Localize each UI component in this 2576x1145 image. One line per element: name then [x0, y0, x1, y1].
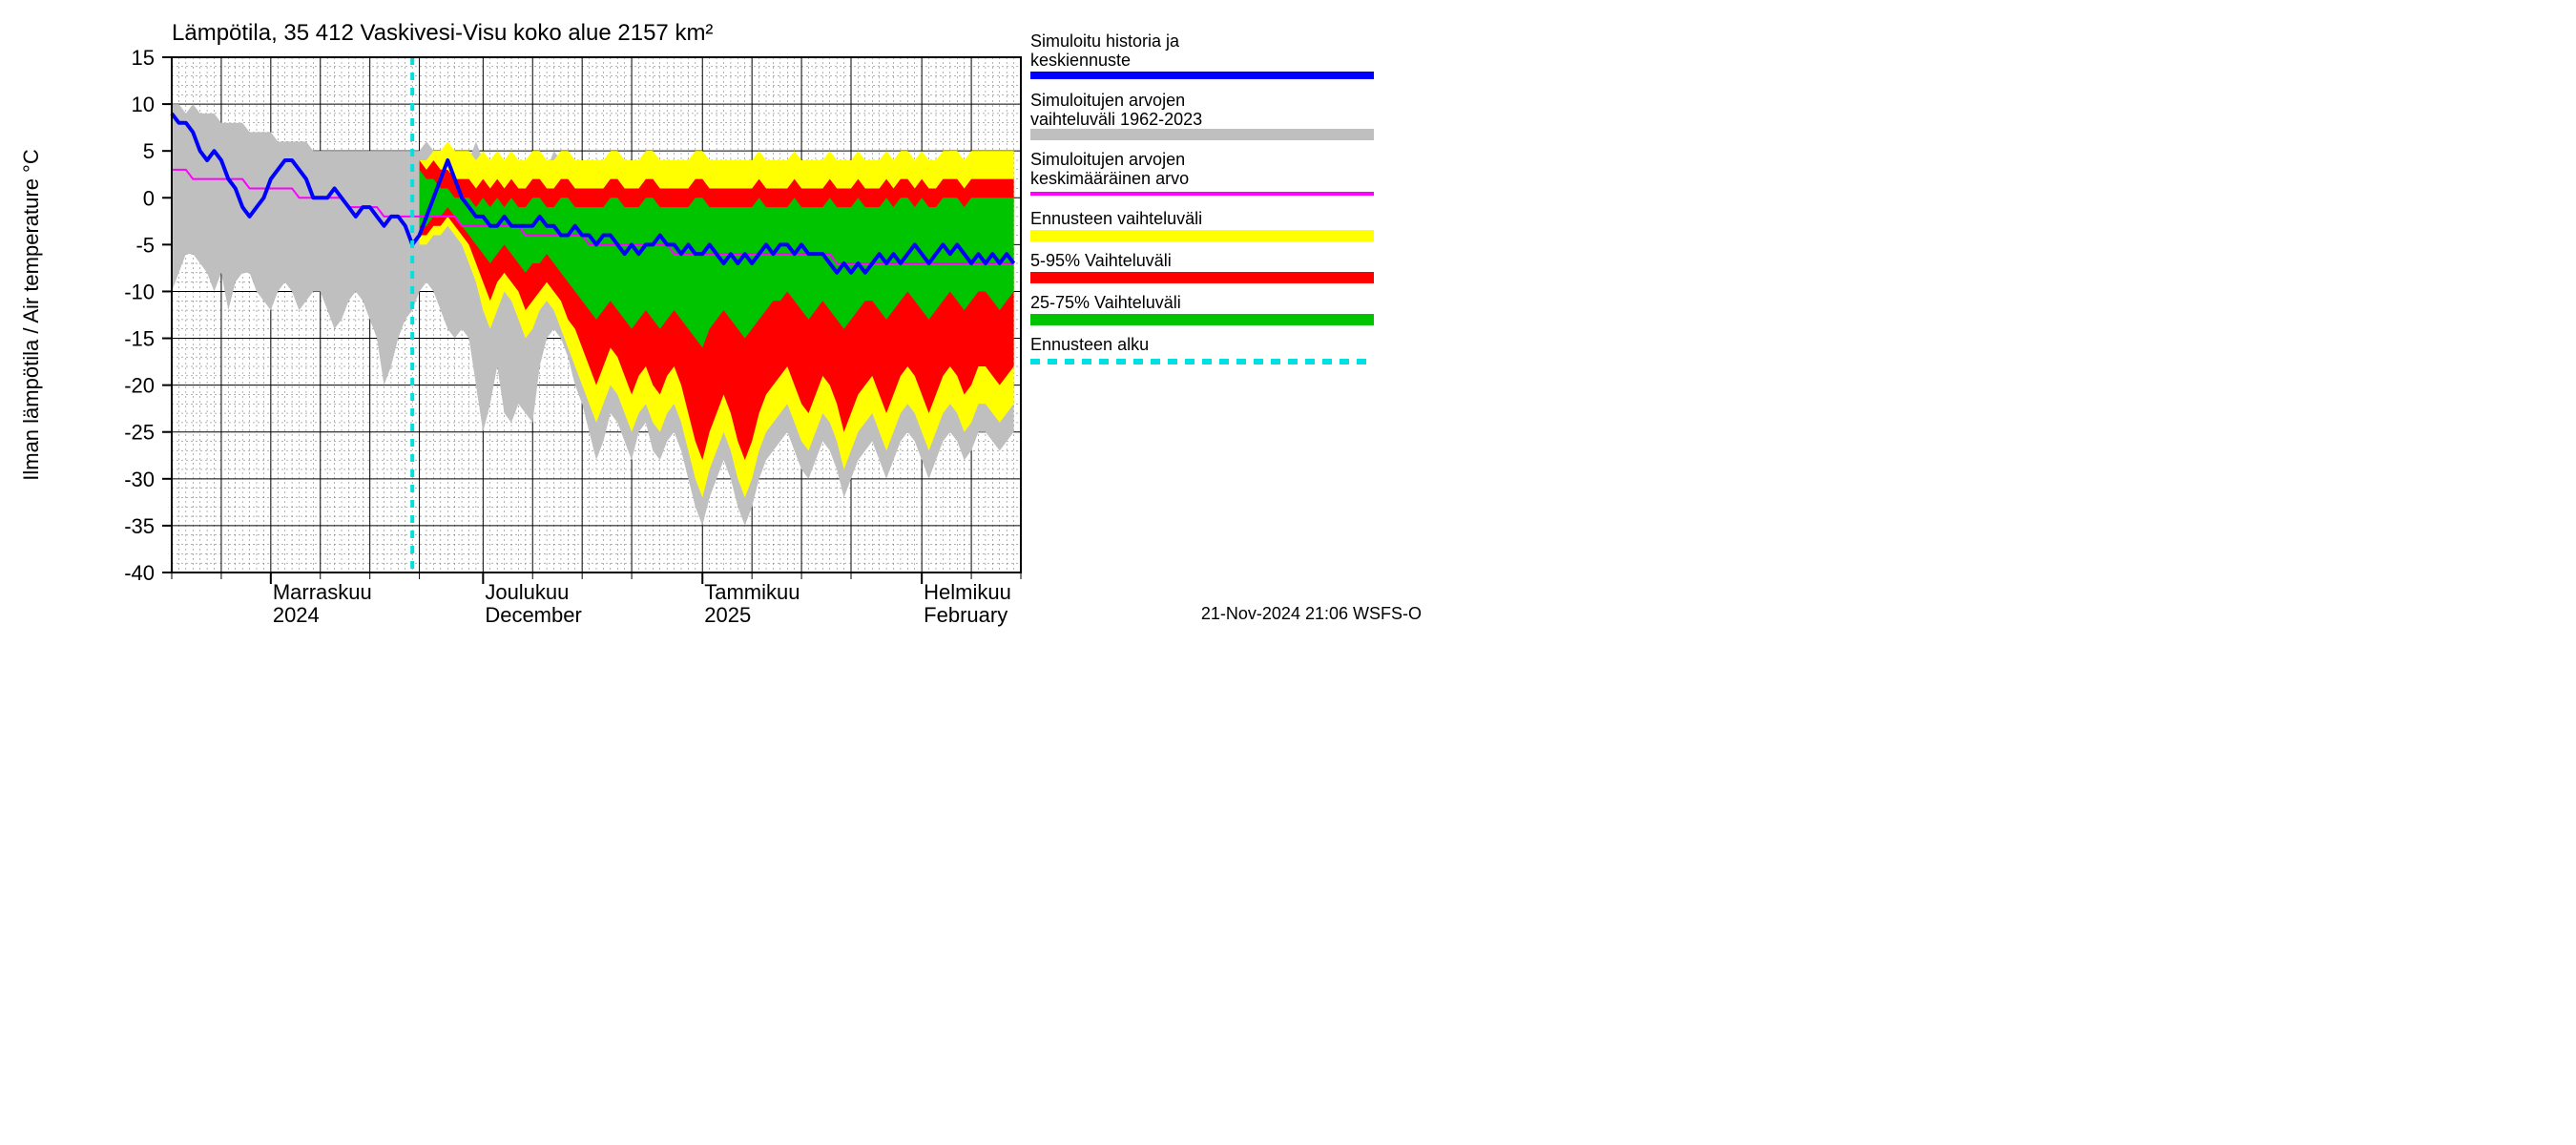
legend-swatch: [1030, 129, 1374, 140]
chart-title: Lämpötila, 35 412 Vaskivesi-Visu koko al…: [172, 20, 713, 46]
chart-svg: 15 10 5 0 -5 -10 -15 -20 -25 -30 -35 -40 Ilman lämpö…: [0, 0, 1431, 636]
footer-text: 21-Nov-2024 21:06 WSFS-O: [1201, 604, 1422, 623]
y-tick-label: 5: [143, 139, 155, 163]
legend-label: keskiennuste: [1030, 51, 1131, 70]
x-month-label: Joulukuu: [485, 580, 569, 604]
x-month-label: Marraskuu: [273, 580, 372, 604]
x-month-label2: February: [924, 603, 1008, 627]
y-tick-label: 15: [132, 46, 155, 70]
legend-label: Ennusteen vaihteluväli: [1030, 209, 1202, 228]
legend-label: 5-95% Vaihteluväli: [1030, 251, 1172, 270]
legend-label: keskimääräinen arvo: [1030, 169, 1189, 188]
legend-label: Simuloitujen arvojen: [1030, 150, 1185, 169]
y-tick-label: -15: [124, 327, 155, 351]
legend-label: Simuloitujen arvojen: [1030, 91, 1185, 110]
y-tick-label: -30: [124, 468, 155, 491]
x-month-label2: December: [485, 603, 581, 627]
y-tick-label: -40: [124, 561, 155, 585]
x-month-label: Tammikuu: [704, 580, 800, 604]
y-tick-label: -10: [124, 280, 155, 303]
y-tick-label: 0: [143, 186, 155, 210]
legend-label: Simuloitu historia ja: [1030, 31, 1180, 51]
chart-container: 15 10 5 0 -5 -10 -15 -20 -25 -30 -35 -40 Ilman lämpö…: [0, 0, 1431, 636]
y-tick-label: -25: [124, 421, 155, 445]
y-axis-label: Ilman lämpötila / Air temperature °C: [19, 149, 43, 481]
x-month-label2: 2024: [273, 603, 320, 627]
legend-label: vaihteluväli 1962-2023: [1030, 110, 1202, 129]
legend-label: Ennusteen alku: [1030, 335, 1149, 354]
legend-swatch: [1030, 314, 1374, 325]
legend-swatch: [1030, 272, 1374, 283]
y-tick-label: -5: [135, 233, 155, 257]
y-tick-label: -20: [124, 374, 155, 398]
x-month-label2: 2025: [704, 603, 751, 627]
legend-swatch: [1030, 230, 1374, 241]
legend-label: 25-75% Vaihteluväli: [1030, 293, 1181, 312]
y-tick-label: -35: [124, 514, 155, 538]
x-month-label: Helmikuu: [924, 580, 1011, 604]
y-tick-label: 10: [132, 93, 155, 116]
